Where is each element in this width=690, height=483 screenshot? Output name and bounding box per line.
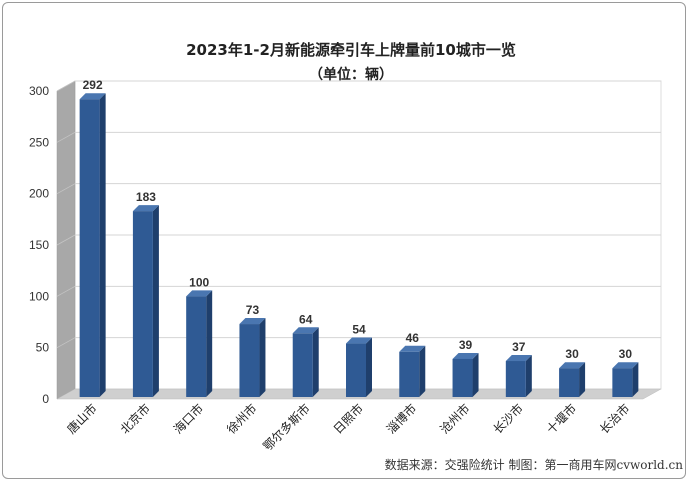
bar bbox=[505, 355, 532, 397]
bar-side bbox=[632, 362, 639, 397]
data-label: 30 bbox=[565, 347, 579, 361]
bar bbox=[186, 290, 213, 397]
gridline-side bbox=[56, 183, 76, 195]
bar-front bbox=[132, 211, 153, 397]
bar-side bbox=[259, 318, 266, 397]
bar bbox=[559, 362, 586, 397]
bar-chart: 2023年1-2月新能源牵引车上牌量前10城市一览 （单位：辆） 0 50 100 1… bbox=[29, 41, 684, 472]
bar-top bbox=[399, 345, 426, 352]
bar bbox=[399, 345, 426, 397]
bar-front bbox=[79, 99, 100, 398]
data-label: 292 bbox=[83, 78, 103, 92]
bar-side bbox=[472, 352, 479, 397]
bar-side bbox=[312, 327, 319, 397]
bar-side bbox=[99, 93, 106, 398]
y-tick-label: 200 bbox=[29, 187, 49, 201]
gridline-side bbox=[56, 234, 76, 246]
bar bbox=[346, 337, 372, 397]
bar-top bbox=[79, 93, 106, 100]
bar bbox=[452, 352, 479, 397]
category-label: 长沙市 bbox=[490, 401, 526, 437]
bar-top bbox=[505, 355, 532, 362]
category-label: 徐州市 bbox=[224, 401, 260, 437]
category-label: 海口市 bbox=[170, 401, 206, 437]
bar bbox=[239, 318, 266, 397]
bar-top bbox=[186, 290, 213, 297]
y-tick-label: 0 bbox=[42, 392, 49, 406]
bar-top bbox=[292, 327, 319, 334]
bar-top bbox=[612, 362, 639, 369]
category-label: 淄博市 bbox=[383, 401, 419, 437]
bar bbox=[612, 362, 639, 397]
bar-front bbox=[399, 351, 420, 397]
bar-side bbox=[579, 362, 586, 397]
bar-top bbox=[132, 205, 159, 212]
bars bbox=[79, 93, 639, 398]
bar-front bbox=[559, 368, 580, 397]
chart-frame: 2023年1-2月新能源牵引车上牌量前10城市一览 （单位：辆） 0 50 100 1… bbox=[2, 2, 686, 479]
value-labels: 292 183 100 73 64 54 46 39 37 30 30 bbox=[83, 78, 633, 361]
y-tick-label: 100 bbox=[29, 289, 49, 303]
data-label: 100 bbox=[189, 275, 209, 289]
bar-side bbox=[525, 355, 532, 397]
bar-front bbox=[612, 368, 633, 397]
category-label: 十堰市 bbox=[543, 401, 579, 437]
bar-front bbox=[186, 296, 207, 397]
bar-side bbox=[206, 290, 213, 397]
bar-side bbox=[152, 205, 159, 397]
bar-side bbox=[366, 337, 372, 397]
y-axis-ticks: 0 50 100 150 200 250 300 bbox=[29, 84, 49, 406]
bar-top bbox=[239, 318, 266, 325]
bar-front bbox=[292, 333, 313, 397]
data-label: 30 bbox=[619, 347, 633, 361]
bar-front bbox=[346, 343, 366, 397]
category-label: 鄂尔多斯市 bbox=[260, 401, 313, 454]
chart-title: 2023年1-2月新能源牵引车上牌量前10城市一览 bbox=[186, 41, 516, 59]
bar bbox=[79, 93, 106, 398]
gridline-side bbox=[56, 80, 76, 92]
bar-side bbox=[419, 345, 426, 397]
bar bbox=[132, 205, 159, 397]
gridline-side bbox=[56, 131, 76, 143]
category-label: 唐山市 bbox=[64, 401, 100, 437]
data-label: 54 bbox=[352, 323, 366, 337]
bar-front bbox=[452, 358, 473, 397]
bar-front bbox=[239, 324, 260, 397]
data-label: 64 bbox=[299, 312, 313, 326]
data-label: 46 bbox=[406, 331, 420, 345]
y-tick-label: 150 bbox=[29, 238, 49, 252]
gridline-side bbox=[56, 285, 76, 297]
source-note: 数据来源：交强险统计 制图：第一商用车网cvworld.cn bbox=[385, 457, 684, 472]
y-tick-label: 300 bbox=[29, 84, 49, 98]
gridline-side bbox=[56, 337, 76, 349]
chart-subtitle: （单位：辆） bbox=[309, 66, 393, 83]
category-label: 沧州市 bbox=[437, 401, 473, 437]
y-tick-label: 250 bbox=[29, 135, 49, 149]
data-label: 37 bbox=[512, 340, 526, 354]
category-label: 长治市 bbox=[596, 401, 632, 437]
data-label: 183 bbox=[136, 190, 156, 204]
y-tick-label: 50 bbox=[36, 341, 50, 355]
bar-top bbox=[346, 337, 372, 344]
category-labels: 唐山市 北京市 海口市 徐州市 鄂尔多斯市 日照市 淄博市 沧州市 长沙市 十堰市 长治市 bbox=[64, 401, 633, 454]
bar-front bbox=[505, 361, 526, 397]
bar-top bbox=[559, 362, 586, 369]
bar-top bbox=[452, 352, 479, 359]
category-label: 日照市 bbox=[330, 401, 366, 437]
category-label: 北京市 bbox=[117, 401, 153, 437]
data-label: 39 bbox=[459, 338, 473, 352]
data-label: 73 bbox=[246, 303, 260, 317]
bar bbox=[292, 327, 319, 397]
